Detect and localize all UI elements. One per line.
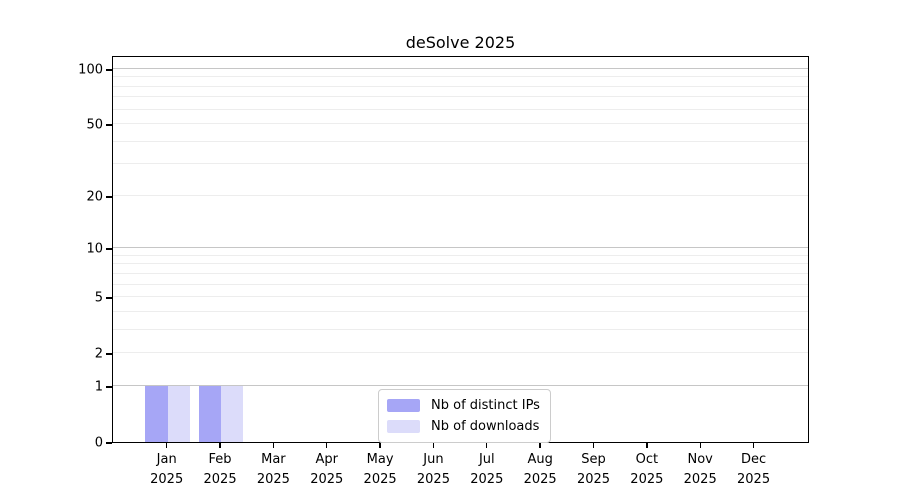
y-tick-label: 1 [94, 379, 103, 395]
plot-area [112, 56, 809, 443]
x-tick-label: Aug 2025 [523, 452, 557, 487]
gridline-minor [113, 272, 808, 274]
y-tick-mark [106, 297, 112, 299]
gridline-minor [113, 352, 808, 354]
gridline-minor [113, 96, 808, 98]
gridline-major [113, 247, 808, 249]
y-tick-label: 2 [94, 346, 103, 362]
gridline-minor [113, 123, 808, 125]
x-tick-label: May 2025 [363, 452, 397, 487]
gridline-minor [113, 328, 808, 330]
gridline-minor [113, 254, 808, 256]
x-tick-label: Nov 2025 [683, 452, 717, 487]
legend-item-downloads: Nb of downloads [387, 416, 540, 437]
y-tick-mark [106, 442, 112, 444]
x-tick-mark [379, 443, 381, 448]
y-tick-mark [106, 386, 112, 388]
y-tick-label: 0 [94, 435, 103, 451]
y-tick-mark [106, 353, 112, 355]
y-tick-mark [106, 196, 112, 198]
x-tick-mark [219, 443, 221, 448]
x-tick-label: Oct 2025 [630, 452, 664, 487]
bar-distinct-ips [198, 385, 222, 442]
gridline-minor [113, 310, 808, 312]
x-tick-mark [272, 443, 275, 448]
x-tick-label: Feb 2025 [203, 452, 237, 487]
x-tick-label: Jun 2025 [416, 452, 450, 487]
x-tick-mark [326, 443, 328, 448]
legend-label-distinct-ips: Nb of distinct IPs [431, 398, 540, 413]
x-tick-mark [646, 443, 648, 448]
x-tick-mark [699, 443, 701, 448]
gridline-major [113, 384, 808, 386]
x-tick-mark [432, 443, 435, 448]
y-tick-label: 10 [86, 241, 103, 257]
x-tick-label: Sep 2025 [576, 452, 611, 487]
legend-swatch-downloads [387, 420, 420, 433]
x-tick-label: Mar 2025 [256, 452, 290, 487]
bar-distinct-ips [145, 385, 168, 442]
x-tick-mark [592, 443, 595, 448]
gridline-minor [113, 283, 808, 285]
chart-title: deSolve 2025 [405, 33, 516, 52]
y-tick-label: 5 [94, 290, 103, 306]
gridline-minor [113, 296, 808, 298]
legend-swatch-distinct-ips [387, 399, 420, 412]
y-tick-label: 20 [86, 189, 103, 205]
legend-item-distinct-ips: Nb of distinct IPs [387, 395, 540, 416]
x-tick-label: Jan 2025 [150, 452, 184, 487]
gridline-minor [113, 108, 808, 110]
x-tick-label: Apr 2025 [310, 452, 344, 487]
x-tick-mark [752, 443, 755, 448]
bar-downloads [167, 385, 191, 442]
gridline-major [113, 67, 808, 69]
x-tick-label: Dec 2025 [737, 452, 771, 487]
x-tick-mark [486, 443, 488, 448]
y-tick-mark [106, 124, 112, 126]
bar-downloads [221, 385, 244, 442]
gridline-minor [113, 85, 808, 87]
y-tick-label: 100 [78, 62, 103, 78]
x-tick-label: Jul 2025 [470, 452, 504, 487]
y-tick-label: 50 [86, 117, 103, 133]
gridline-minor [113, 163, 808, 165]
x-tick-mark [539, 443, 541, 448]
gridline-minor [113, 263, 808, 265]
y-tick-mark [106, 248, 112, 250]
y-tick-mark [106, 69, 112, 71]
gridline-minor [113, 194, 808, 196]
legend-label-downloads: Nb of downloads [431, 419, 540, 434]
x-tick-mark [166, 443, 168, 448]
legend: Nb of distinct IPs Nb of downloads [378, 389, 551, 443]
gridline-minor [113, 140, 808, 142]
gridline-minor [113, 76, 808, 78]
